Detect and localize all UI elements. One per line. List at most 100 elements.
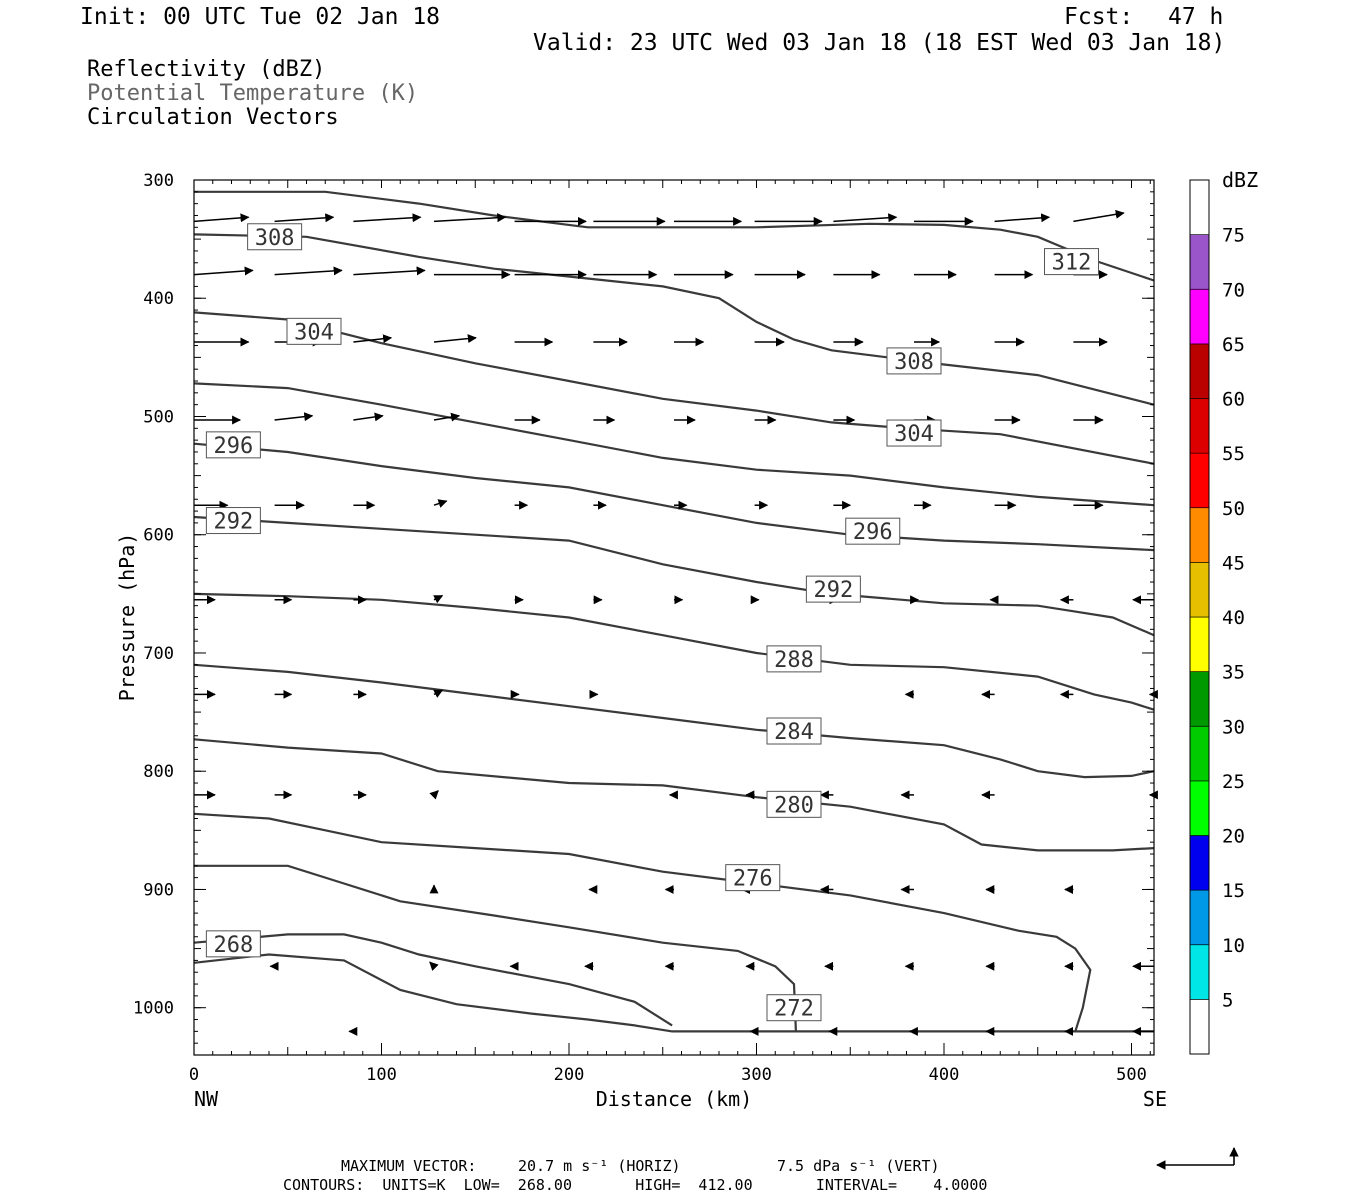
contour-272 <box>194 864 797 1032</box>
contour-layer <box>193 190 1155 1033</box>
colorbar-swatch <box>1189 234 1210 290</box>
x-end-label-right: SE <box>1143 1087 1167 1111</box>
reference-vector-icon <box>1156 1147 1239 1170</box>
svg-text:272: 272 <box>774 997 814 1022</box>
contour-label: 280 <box>766 790 822 818</box>
valid-time: Valid: 23 UTC Wed 03 Jan 18 (18 EST Wed … <box>533 30 1226 56</box>
circulation-vector <box>353 266 426 276</box>
contour-label: 292 <box>205 507 261 535</box>
y-tick-label: 500 <box>143 407 174 427</box>
colorbar-level-label: 35 <box>1222 662 1245 684</box>
colorbar-swatch <box>1189 452 1210 509</box>
circulation-vector <box>429 961 439 972</box>
svg-text:288: 288 <box>774 648 814 673</box>
colorbar-level-label: 20 <box>1222 826 1245 848</box>
colorbar-swatch <box>1189 616 1210 672</box>
y-tick-label: 1000 <box>133 999 174 1019</box>
x-tick-label: 0 <box>189 1065 199 1085</box>
y-tick-label: 400 <box>143 289 174 309</box>
contour-312 <box>194 190 1155 282</box>
colorbar-level-label: 50 <box>1222 498 1245 520</box>
circulation-vector <box>429 790 439 800</box>
circulation-vector <box>193 266 254 276</box>
contour-288 <box>193 592 1155 711</box>
forecast-hour: 47 h <box>1168 4 1224 30</box>
svg-text:276: 276 <box>733 867 773 892</box>
colorbar-level-label: 5 <box>1222 989 1233 1011</box>
colorbar-level-label: 65 <box>1222 334 1245 356</box>
svg-text:308: 308 <box>255 226 295 251</box>
circulation-vector <box>433 499 448 508</box>
colorbar-level-label: 30 <box>1222 716 1245 738</box>
x-tick-label: 200 <box>554 1065 585 1085</box>
contour-label: 296 <box>845 517 901 545</box>
contour-label: 272 <box>766 994 822 1022</box>
circulation-vector <box>994 213 1051 223</box>
circulation-vector <box>353 213 422 223</box>
colorbar-swatch <box>1189 288 1210 345</box>
colorbar-swatch <box>1189 343 1210 399</box>
x-axis-title: Distance (km) <box>596 1087 753 1111</box>
y-axis-title: Pressure (hPa) <box>115 533 139 702</box>
colorbar-swatch <box>1189 398 1210 454</box>
contour-label: 292 <box>805 575 861 603</box>
y-tick-label: 800 <box>143 762 174 782</box>
colorbar-swatch <box>1189 562 1210 618</box>
circulation-vector <box>1073 209 1125 223</box>
contour-308 <box>193 233 1155 406</box>
contour-label: 284 <box>766 717 822 745</box>
svg-text:280: 280 <box>774 793 814 818</box>
field-reflectivity: Reflectivity (dBZ) <box>87 57 326 82</box>
colorbar-level-label: 15 <box>1222 880 1245 902</box>
circulation-vector <box>353 412 384 422</box>
colorbar-level-label: 75 <box>1222 225 1245 247</box>
y-tick-label: 600 <box>143 526 174 546</box>
contour-label: 308 <box>886 347 942 375</box>
colorbar-swatch <box>1189 780 1210 836</box>
circulation-vector <box>274 412 314 422</box>
contour-300 <box>193 382 1155 507</box>
field-circulation-vectors: Circulation Vectors <box>87 105 339 130</box>
contour-label: 288 <box>766 645 822 673</box>
circulation-vector <box>433 689 444 698</box>
contour-296 <box>193 442 1155 552</box>
svg-text:292: 292 <box>814 578 854 603</box>
max-vector-label: MAXIMUM VECTOR: <box>341 1157 476 1175</box>
colorbar-swatch <box>1189 725 1210 782</box>
colorbar-swatch <box>1189 999 1210 1055</box>
colorbar-level-label: 70 <box>1222 279 1245 301</box>
circulation-vector <box>433 594 444 604</box>
svg-text:268: 268 <box>214 933 254 958</box>
colorbar-swatch <box>1189 507 1210 563</box>
contour-label-layer: 308 312 304 308 296 304 292 296 292 288 284 280 276 2… <box>205 223 1099 1022</box>
contour-label: 304 <box>886 419 942 447</box>
circulation-vector <box>833 213 898 223</box>
colorbar-level-label: 40 <box>1222 607 1245 629</box>
circulation-vector <box>274 213 335 223</box>
svg-text:284: 284 <box>774 720 814 745</box>
colorbar: 5 10 15 20 25 30 35 40 45 50 55 60 65 70 75 <box>1189 179 1245 1055</box>
x-tick-label: 300 <box>741 1065 772 1085</box>
svg-text:292: 292 <box>214 510 254 535</box>
contour-label: 308 <box>247 223 303 251</box>
circulation-vector <box>193 213 250 223</box>
y-tick-label: 700 <box>143 644 174 664</box>
contour-label: 304 <box>286 317 342 345</box>
colorbar-level-label: 55 <box>1222 443 1245 465</box>
circulation-vector <box>274 266 343 276</box>
colorbar-level-label: 45 <box>1222 552 1245 574</box>
contours-info: CONTOURS: UNITS=K LOW= 268.00 HIGH= 412.… <box>283 1176 987 1194</box>
forecast-label: Fcst: <box>1064 4 1134 30</box>
x-tick-label: 100 <box>366 1065 397 1085</box>
colorbar-level-label: 25 <box>1222 771 1245 793</box>
circulation-vector <box>433 213 507 223</box>
svg-text:296: 296 <box>853 520 893 545</box>
colorbar-swatch <box>1189 835 1210 891</box>
colorbar-swatch <box>1189 671 1210 727</box>
contour-label: 268 <box>205 930 261 958</box>
colorbar-level-label: 10 <box>1222 935 1245 957</box>
colorbar-swatch <box>1189 889 1210 945</box>
y-tick-label: 900 <box>143 880 174 900</box>
svg-text:304: 304 <box>894 422 934 447</box>
